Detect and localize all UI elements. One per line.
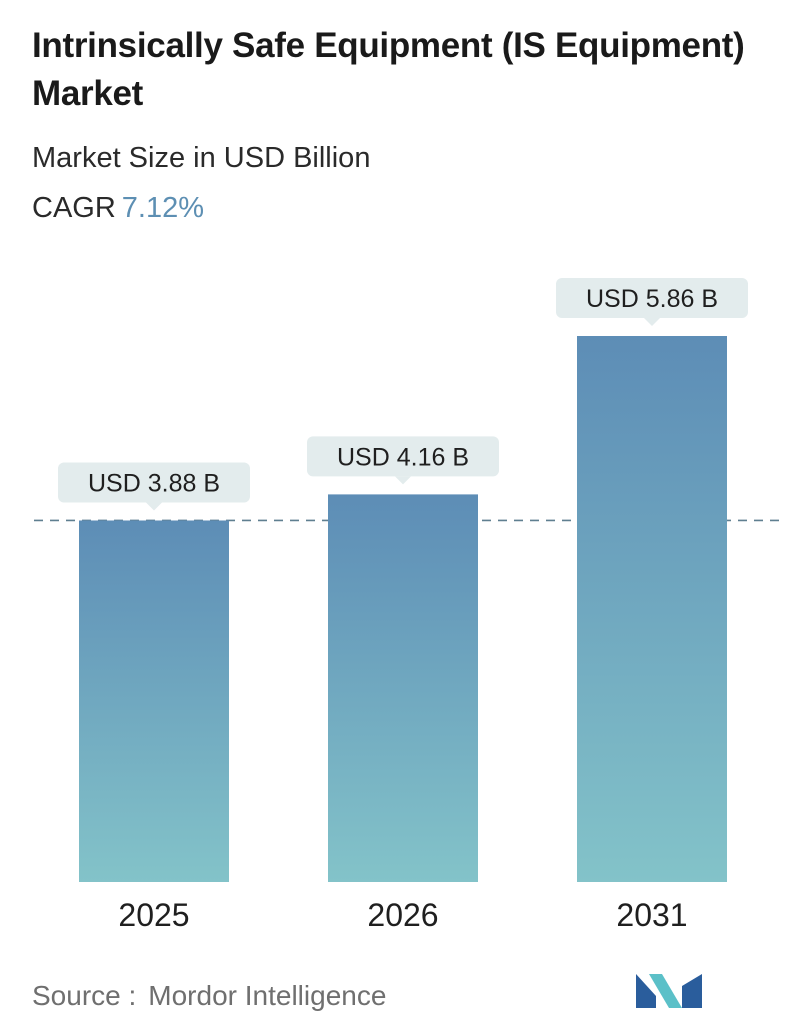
data-label-bubble-2026: [307, 436, 499, 477]
data-label-bubble-2025: [58, 462, 250, 503]
bar-2026: [328, 494, 478, 882]
source-name: Mordor Intelligence: [148, 980, 387, 1011]
data-label-pointer-2025: [146, 502, 162, 511]
x-tick-label-2026: 2026: [367, 897, 438, 933]
source-line: Source : Mordor Intelligence: [32, 978, 386, 1014]
bar-chart: USD 3.88 B 2025 USD 4.16 B 2026 USD 5.86 B 20…: [34, 278, 782, 933]
source-label: Source :: [32, 980, 137, 1011]
x-tick-label-2031: 2031: [616, 897, 687, 933]
data-label-2025: USD 3.88 B: [88, 469, 220, 497]
bar-2031: [577, 336, 727, 882]
bar-2025: [79, 520, 229, 882]
data-label-pointer-2026: [395, 476, 411, 485]
cagr-value: 7.12%: [121, 192, 205, 224]
chart-subtitle: Market Size in USD Billion: [32, 142, 371, 174]
x-tick-label-2025: 2025: [118, 897, 189, 933]
data-label-bubble-2031: [556, 278, 748, 318]
cagr-label: CAGR: [32, 192, 116, 224]
data-label-pointer-2031: [644, 318, 660, 326]
mordor-intelligence-logo-icon: [636, 974, 702, 1008]
chart-title: Intrinsically Safe Equipment (IS Equipme…: [32, 26, 745, 113]
cagr-line: CAGR 7.12%: [32, 190, 204, 226]
data-label-2031: USD 5.86 B: [586, 285, 718, 313]
data-label-2026: USD 4.16 B: [337, 443, 469, 471]
